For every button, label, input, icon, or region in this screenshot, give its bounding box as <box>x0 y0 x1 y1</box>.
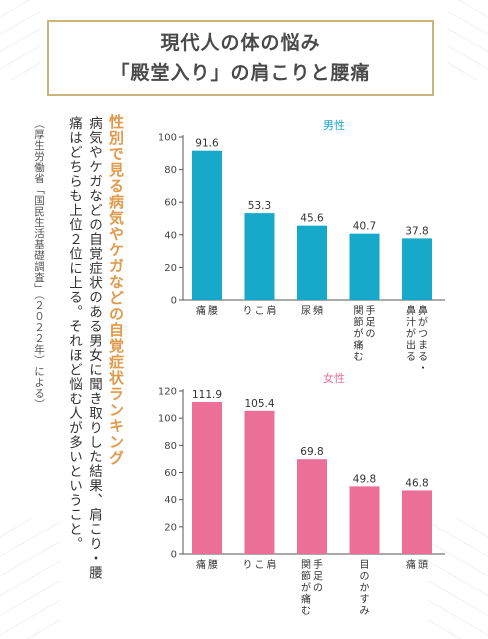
y-tick-label: 80 <box>164 441 177 452</box>
category-label-char: が <box>418 316 428 329</box>
bar-male <box>349 233 380 300</box>
source-note: （厚生労働省「国民生活基礎調査」（２０２２年）による） <box>33 118 45 410</box>
category-label-char: ま <box>418 340 428 352</box>
data-label: 69.8 <box>300 446 323 458</box>
bar-male <box>192 150 222 300</box>
y-tick-label: 0 <box>171 550 177 561</box>
category-label-char: 足 <box>313 571 323 583</box>
bar-female <box>402 490 432 554</box>
chart-title-male: 男性 <box>323 118 345 132</box>
bar-female <box>244 410 275 554</box>
category-label-char: 尿 <box>301 305 311 317</box>
category-label-char: む <box>354 351 364 363</box>
category-label-char: 痛 <box>406 558 416 571</box>
category-label-char: 目 <box>360 560 370 571</box>
category-label-char: 頻 <box>313 304 323 317</box>
category-label-char: 関 <box>301 559 311 571</box>
data-label: 46.8 <box>405 477 428 489</box>
category-label-char: 痛 <box>196 558 206 571</box>
category-label-char: 痛 <box>196 304 206 317</box>
y-tick-label: 120 <box>158 387 177 398</box>
y-tick-label: 0 <box>171 296 177 307</box>
data-label: 45.6 <box>300 213 324 225</box>
y-tick-label: 60 <box>164 198 177 209</box>
data-label: 53.3 <box>248 200 271 212</box>
y-tick-label: 20 <box>164 522 177 533</box>
category-label-char: 腰 <box>208 559 218 571</box>
category-label-char: る <box>406 351 416 363</box>
category-label-char: 鼻 <box>418 304 428 317</box>
category-label-char: の <box>360 572 370 583</box>
category-label-char: す <box>360 594 370 606</box>
chart-title-female: 女性 <box>323 371 345 385</box>
category-label-char: み <box>360 606 370 617</box>
category-label-char: の <box>366 329 376 340</box>
data-label: 105.4 <box>244 398 274 410</box>
y-tick-label: 60 <box>164 468 177 479</box>
data-label: 40.7 <box>353 221 376 233</box>
data-label: 111.9 <box>192 389 222 401</box>
y-tick-label: 40 <box>164 495 177 506</box>
category-label-char: か <box>360 582 370 594</box>
ranking-heading: 性別で見る病気やケガなどの自覚症状ランキング <box>107 114 125 466</box>
category-label-char: こ <box>255 306 265 317</box>
category-label-char: が <box>354 327 364 340</box>
category-label-char: 手 <box>313 558 323 571</box>
category-label-char: 汁 <box>406 316 416 329</box>
page-title-line2: 「殿堂入り」の肩こりと腰痛 <box>110 62 371 84</box>
category-label-char: 鼻 <box>406 304 416 317</box>
y-tick-label: 40 <box>164 230 177 241</box>
category-label-char: 足 <box>366 317 376 329</box>
category-label-char: り <box>243 559 253 571</box>
y-tick-label: 20 <box>164 263 177 274</box>
category-label-char: が <box>301 581 311 594</box>
bar-female <box>349 486 380 554</box>
category-label-char: こ <box>255 560 265 571</box>
page-title-line1: 現代人の体の悩み <box>160 32 321 54</box>
category-label-char: ・ <box>418 364 428 375</box>
category-label-char: 肩 <box>267 558 277 571</box>
bar-female <box>192 402 222 554</box>
category-label-char: 痛 <box>354 339 364 352</box>
category-label-char: る <box>418 351 428 363</box>
bar-male <box>402 238 432 300</box>
category-label-char: つ <box>418 329 428 340</box>
category-label-char: む <box>301 605 311 617</box>
category-label-char: 腰 <box>208 305 218 317</box>
data-label: 49.8 <box>353 473 376 485</box>
category-label-char: 出 <box>406 339 416 352</box>
category-label-char: 肩 <box>267 304 277 317</box>
category-label-char: 節 <box>301 570 311 583</box>
bar-male <box>297 225 327 300</box>
category-label-char: の <box>313 583 323 594</box>
data-label: 37.8 <box>405 225 428 237</box>
category-label-char: 頭 <box>418 559 428 571</box>
category-label-char: り <box>243 305 253 317</box>
category-label-char: 痛 <box>301 593 311 606</box>
category-label-char: 節 <box>354 316 364 329</box>
bar-male <box>244 213 275 300</box>
category-label-char: が <box>406 327 416 340</box>
y-tick-label: 100 <box>158 133 177 144</box>
y-tick-label: 100 <box>158 414 177 425</box>
title-box: 現代人の体の悩み 「殿堂入り」の肩こりと腰痛 <box>47 20 434 96</box>
y-tick-label: 80 <box>164 165 177 176</box>
description-line2: 痛はどちらも上位２位に上る。それほど悩む人が多いということ。 <box>66 116 82 551</box>
category-label-char: 関 <box>354 305 364 317</box>
bar-female <box>297 459 327 554</box>
description-line1: 病気やケガなどの自覚症状のある男女に聞き取りした結果、肩こり・腰 <box>86 116 102 580</box>
data-label: 91.6 <box>195 138 219 150</box>
category-label-char: 手 <box>366 304 376 317</box>
